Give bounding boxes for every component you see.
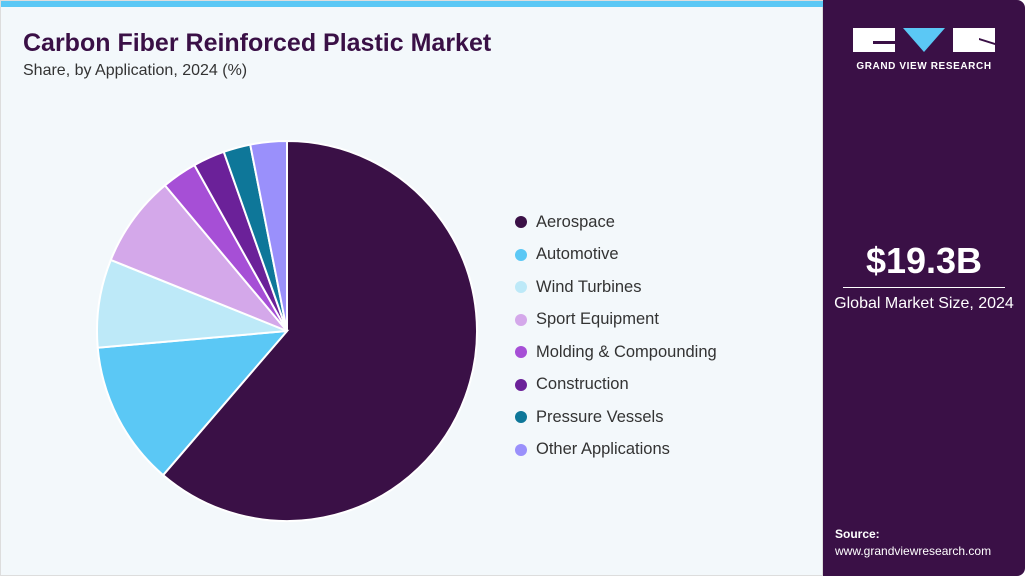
pie-slice-sport-equipment — [109, 183, 288, 332]
legend-label: Automotive — [536, 245, 619, 264]
legend-swatch — [515, 411, 527, 424]
legend-item: Automotive — [515, 239, 717, 272]
source: Source: www.grandviewresearch.com — [835, 526, 991, 560]
legend-label: Sport Equipment — [536, 310, 659, 329]
legend-swatch — [515, 346, 527, 359]
grand-view-research-logo — [853, 28, 995, 52]
legend-label: Other Applications — [536, 440, 670, 459]
legend-item: Other Applications — [515, 434, 717, 467]
pie-slice-automotive — [96, 329, 290, 477]
legend-item: Wind Turbines — [515, 271, 717, 304]
legend-label: Construction — [536, 375, 629, 394]
legend-label: Aerospace — [536, 212, 615, 231]
source-label: Source: — [835, 527, 880, 541]
accent-bar — [1, 1, 824, 7]
legend-swatch — [515, 378, 527, 391]
chart-title: Carbon Fiber Reinforced Plastic Market — [23, 29, 492, 57]
info-sidebar: GRAND VIEW RESEARCH $19.3B Global Market… — [823, 0, 1025, 576]
pie-slice-other-applications — [249, 139, 288, 332]
pie-chart — [96, 139, 478, 522]
market-size-value: $19.3B — [865, 240, 983, 281]
legend-swatch — [515, 443, 527, 456]
legend-label: Wind Turbines — [536, 277, 642, 296]
source-url[interactable]: www.grandviewresearch.com — [835, 544, 992, 558]
logo-text: GRAND VIEW RESEARCH — [856, 61, 992, 72]
legend-label: Molding & Compounding — [536, 342, 717, 361]
divider — [843, 287, 1005, 288]
legend-item: Aerospace — [515, 206, 717, 239]
legend-item: Sport Equipment — [515, 304, 717, 337]
legend-swatch — [515, 313, 527, 326]
market-size-label: Global Market Size, 2024 — [834, 295, 1014, 312]
legend-swatch — [515, 248, 527, 261]
legend-label: Pressure Vessels — [536, 407, 664, 426]
legend: Aerospace Automotive Wind Turbines Sport Eq… — [515, 206, 717, 466]
legend-swatch — [515, 281, 527, 294]
pie-slice-aerospace — [161, 139, 478, 522]
legend-item: Construction — [515, 369, 717, 402]
legend-swatch — [515, 216, 527, 229]
chart-subtitle: Share, by Application, 2024 (%) — [23, 62, 248, 79]
chart-panel: Carbon Fiber Reinforced Plastic Market S… — [0, 0, 824, 576]
legend-item: Pressure Vessels — [515, 401, 717, 434]
legend-item: Molding & Compounding — [515, 336, 717, 369]
